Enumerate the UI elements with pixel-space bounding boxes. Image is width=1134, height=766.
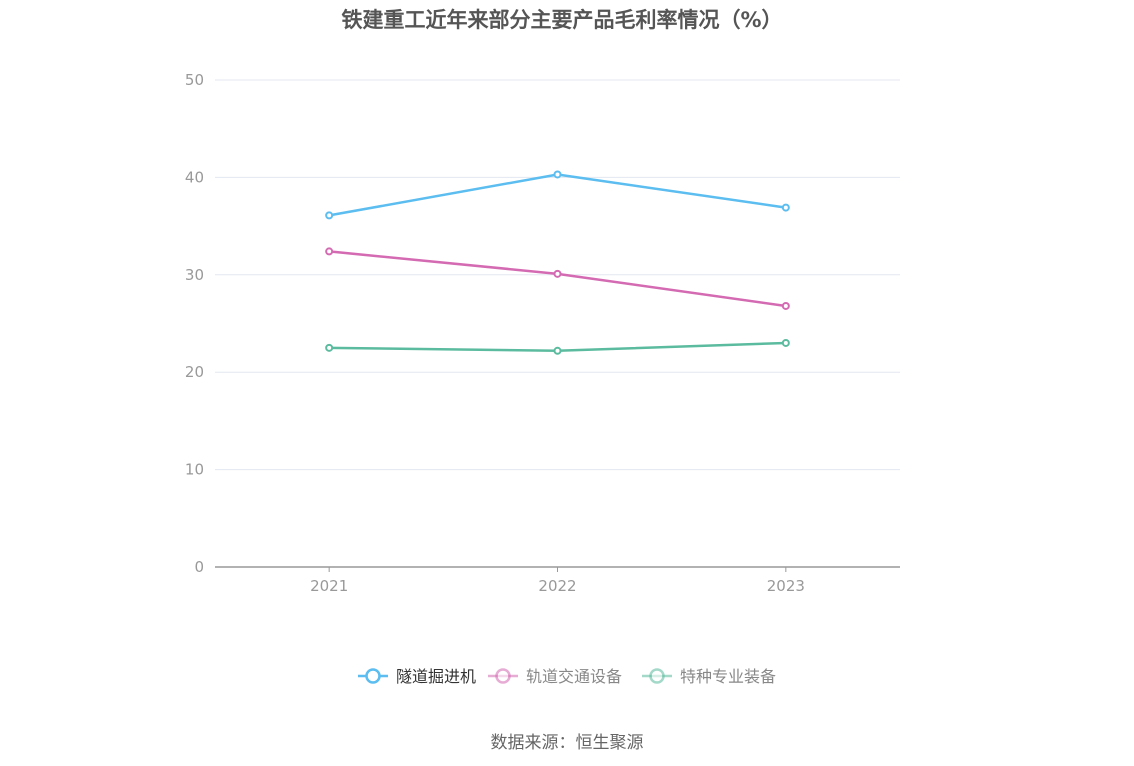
legend-label: 特种专业装备 [680,667,776,686]
source-note: 数据来源：恒生聚源 [490,733,644,753]
x-tick-label: 2022 [538,577,576,595]
data-point [781,338,790,347]
data-point [325,211,334,220]
data-point [325,343,334,352]
legend-label: 轨道交通设备 [526,667,622,686]
chart-title: 铁建重工近年来部分主要产品毛利率情况（%） [341,8,783,32]
data-point [553,346,562,355]
y-axis-ticks: 0 10 20 30 40 50 [185,71,204,576]
x-axis: 2021 2022 2023 [215,566,900,595]
legend-item-2[interactable]: 轨道交通设备 [488,667,622,686]
data-point [553,170,562,179]
legend-marker-icon [365,668,381,684]
x-tick-label: 2021 [310,577,348,595]
legend-item-1[interactable]: 隧道掘进机 [358,667,476,686]
legend-label: 隧道掘进机 [396,667,476,686]
legend-marker-icon [649,668,665,684]
data-point [781,203,790,212]
series-3 [325,338,790,355]
y-tick-label: 10 [185,461,204,479]
data-point [325,247,334,256]
legend[interactable]: 隧道掘进机 轨道交通设备 特种专业装备 [358,667,776,686]
y-tick-label: 20 [185,363,204,381]
x-tick-label: 2023 [767,577,805,595]
y-tick-label: 40 [185,168,204,186]
legend-marker-icon [495,668,511,684]
series-line [329,250,787,308]
data-point [553,269,562,278]
series-2 [325,247,790,310]
data-point [781,301,790,310]
y-tick-label: 50 [185,71,204,89]
legend-item-3[interactable]: 特种专业装备 [642,667,776,686]
y-tick-label: 30 [185,266,204,284]
series-1 [325,170,790,220]
y-tick-label: 0 [194,558,204,576]
series-line [328,173,787,217]
series-layer [325,170,790,355]
